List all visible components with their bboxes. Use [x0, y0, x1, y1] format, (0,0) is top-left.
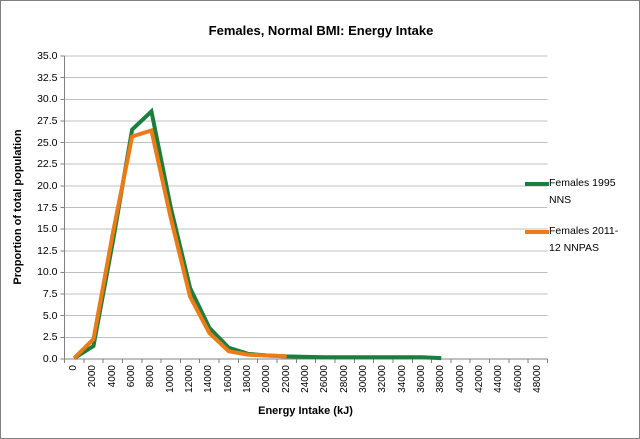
- y-tick-label: 15.0: [37, 223, 58, 236]
- y-tick-label: 22.5: [37, 158, 58, 171]
- x-tick-label: 12000: [184, 365, 196, 393]
- x-tick-label: 16000: [222, 365, 234, 393]
- y-tick-label: 12.5: [37, 244, 58, 257]
- x-tick-label: 26000: [319, 365, 331, 393]
- x-tick-label: 38000: [435, 365, 447, 393]
- y-tick-label: 30.0: [37, 93, 58, 106]
- y-tick-label: 10.0: [37, 266, 58, 279]
- legend-line-swatch-orange: [525, 230, 549, 234]
- legend-label: Females 1995 NNS: [549, 177, 616, 206]
- y-tick-label: 7.5: [42, 288, 58, 301]
- x-tick-label: 28000: [338, 365, 350, 393]
- x-tick-label: 2000: [87, 365, 99, 388]
- x-tick-label: 10000: [164, 365, 176, 393]
- y-tick-label: 2.5: [42, 331, 58, 344]
- y-tick-label: 17.5: [37, 201, 58, 214]
- x-tick-label: 46000: [512, 365, 524, 393]
- x-tick-label: 22000: [280, 365, 292, 393]
- x-tick-label: 6000: [126, 365, 138, 388]
- x-tick-label: 48000: [531, 365, 543, 393]
- x-tick-label: 24000: [300, 365, 311, 393]
- x-tick-label: 36000: [415, 365, 427, 393]
- y-tick-label: 0.0: [42, 353, 58, 365]
- x-tick-label: 32000: [377, 365, 389, 393]
- x-tick-label: 20000: [261, 365, 273, 393]
- legend-line-swatch-green: [525, 182, 549, 186]
- x-tick-label: 40000: [454, 365, 466, 393]
- chart-title: Females, Normal BMI: Energy Intake: [208, 23, 434, 38]
- x-axis-title: Energy Intake (kJ): [258, 405, 353, 417]
- x-tick-label: 4000: [106, 365, 118, 388]
- y-tick-label: 25.0: [37, 136, 58, 149]
- x-tick-label: 0: [68, 365, 80, 371]
- x-tick-label: 34000: [396, 365, 408, 393]
- x-tick-label: 14000: [203, 365, 215, 393]
- x-tick-label: 44000: [493, 365, 505, 393]
- x-tick-label: 30000: [357, 365, 369, 393]
- x-tick-label: 42000: [473, 365, 485, 393]
- x-tick-label: 18000: [242, 365, 254, 393]
- y-tick-label: 27.5: [37, 114, 58, 127]
- legend-item-1995-nns: Females 1995 NNS: [525, 175, 627, 209]
- x-tick-label: 8000: [145, 365, 157, 388]
- y-tick-label: 20.0: [37, 179, 58, 192]
- y-tick-label: 32.5: [37, 71, 58, 84]
- y-tick-label: 35.0: [37, 50, 58, 62]
- y-tick-label: 5.0: [42, 309, 58, 322]
- series-line-1: [72, 127, 287, 360]
- legend-label: Females 2011-12 NNPAS: [549, 225, 619, 254]
- legend-item-2011-nnpas: Females 2011-12 NNPAS: [525, 223, 627, 257]
